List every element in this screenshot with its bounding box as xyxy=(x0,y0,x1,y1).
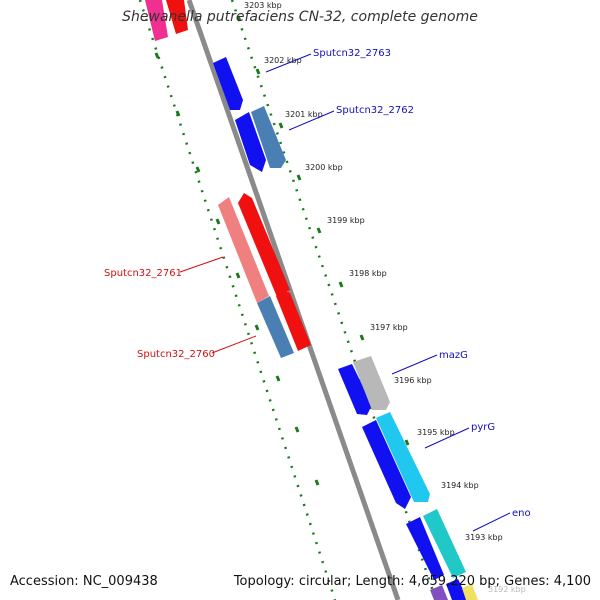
gene-red-top[interactable] xyxy=(166,0,188,34)
gene-pyrg[interactable] xyxy=(376,412,430,502)
gene-label-sputcn32-2761[interactable]: Sputcn32_2761 xyxy=(104,268,182,279)
gene-sputcn32-2760[interactable] xyxy=(276,289,311,351)
topology-value: circular xyxy=(298,574,347,589)
accession-value: NC_009438 xyxy=(82,574,158,589)
gene-label-sputcn32-2763[interactable]: Sputcn32_2763 xyxy=(313,48,391,59)
tick-labels: 3203 kbp 3202 kbp 3201 kbp 3200 kbp 3199… xyxy=(244,1,526,594)
gene-sputcn32-2760-blue[interactable] xyxy=(257,296,294,358)
tick-label: 3203 kbp xyxy=(244,1,282,10)
tick-label: 3193 kbp xyxy=(465,533,503,542)
genome-info: Topology: circular; Length: 4,659,220 bp… xyxy=(233,574,591,589)
genes-label: Genes: xyxy=(504,574,550,589)
length-label: Length: xyxy=(355,574,405,589)
gene-blue-bottom[interactable] xyxy=(446,579,468,600)
gene-pyrg-blue[interactable] xyxy=(362,420,411,509)
tick-label: 3192 kbp xyxy=(488,585,526,594)
tick-label: 3196 kbp xyxy=(394,376,432,385)
tick-label: 3198 kbp xyxy=(349,269,387,278)
major-ticks-left xyxy=(154,52,320,486)
gene-pink-top[interactable] xyxy=(145,0,168,41)
tick-label: 3202 kbp xyxy=(264,56,302,65)
tick-label: 3201 kbp xyxy=(285,110,323,119)
gene-label-pyrg[interactable]: pyrG xyxy=(471,422,495,433)
accession-info: Accession: NC_009438 xyxy=(10,574,158,589)
map-title: Shewanella putrefaciens CN-32, complete … xyxy=(122,9,478,25)
genes-value: 4,100 xyxy=(553,574,591,589)
gene-label-sputcn32-2762[interactable]: Sputcn32_2762 xyxy=(336,105,414,116)
gene-sputcn32-2761[interactable] xyxy=(238,193,290,297)
gene-label-sputcn32-2760[interactable]: Sputcn32_2760 xyxy=(137,349,215,360)
tick-label: 3199 kbp xyxy=(327,216,365,225)
gene-mazg-blue[interactable] xyxy=(338,364,372,415)
gene-labels: Sputcn32_2763 Sputcn32_2762 Sputcn32_276… xyxy=(104,48,531,519)
tick-label: 3197 kbp xyxy=(370,323,408,332)
gene-sputcn32-2761-light[interactable] xyxy=(218,197,269,303)
gene-eno[interactable] xyxy=(423,509,466,578)
gene-yellow-bottom[interactable] xyxy=(462,584,478,600)
tick-label: 3195 kbp xyxy=(417,428,455,437)
gene-mazg[interactable] xyxy=(353,356,390,410)
gene-eno-blue[interactable] xyxy=(406,517,444,580)
topology-label: Topology: xyxy=(233,574,295,589)
backbone xyxy=(186,0,401,600)
gene-label-mazg[interactable]: mazG xyxy=(439,350,468,361)
tick-label: 3194 kbp xyxy=(441,481,479,490)
leader-lines-forward xyxy=(265,53,511,532)
gene-sputcn32-2762-a[interactable] xyxy=(235,112,266,172)
gene-sputcn32-2763[interactable] xyxy=(213,57,243,110)
gene-purple-bottom[interactable] xyxy=(430,585,448,600)
gene-sputcn32-2762-b[interactable] xyxy=(251,106,286,168)
length-value: 4,659,220 bp xyxy=(408,574,496,589)
tick-label: 3200 kbp xyxy=(305,163,343,172)
gene-label-eno[interactable]: eno xyxy=(512,508,531,519)
leader-lines-reverse xyxy=(179,256,257,354)
accession-label: Accession: xyxy=(10,574,79,589)
